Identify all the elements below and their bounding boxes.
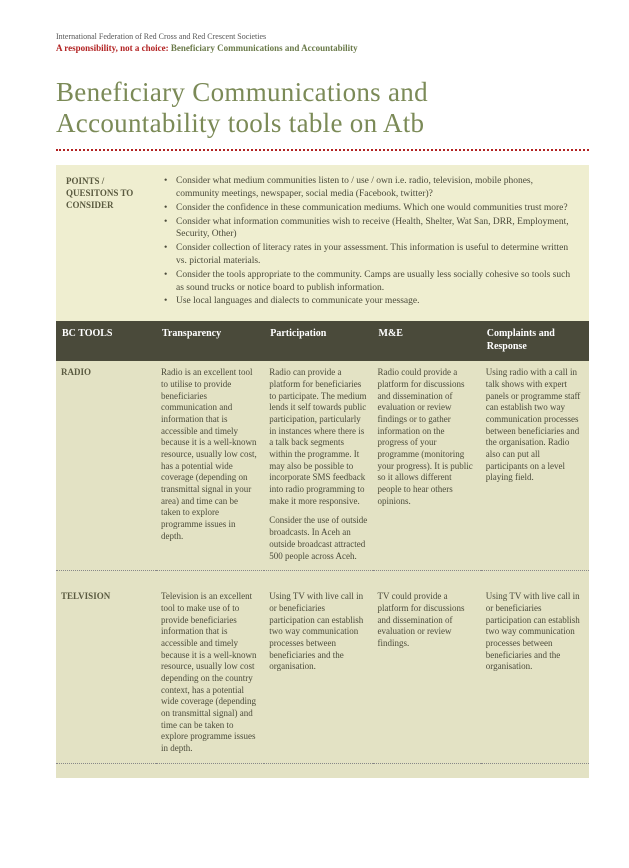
cell-text: Television is an excellent tool to make … — [161, 591, 259, 755]
cell-text: Using TV with live call in or beneficiar… — [486, 591, 584, 673]
cell-radio-me: Radio could provide a platform for discu… — [373, 361, 481, 571]
cell-radio-transparency: Radio is an excellent tool to utilise to… — [156, 361, 264, 571]
row-separator — [56, 763, 589, 778]
cell-text: TV could provide a platform for discussi… — [378, 591, 476, 649]
cell-text: Using radio with a call in talk shows wi… — [486, 367, 584, 484]
cell-text: Radio can provide a platform for benefic… — [269, 367, 367, 507]
col-header-tools: BC TOOLS — [56, 321, 156, 361]
points-item: Consider what medium communities listen … — [164, 175, 577, 201]
cell-tv-me: TV could provide a platform for discussi… — [373, 585, 481, 763]
cell-tv-participation: Using TV with live call in or beneficiar… — [264, 585, 372, 763]
points-item: Consider what information communities wi… — [164, 216, 577, 242]
col-header-me: M&E — [373, 321, 481, 361]
cell-radio-complaints: Using radio with a call in talk shows wi… — [481, 361, 589, 571]
col-header-transparency: Transparency — [156, 321, 264, 361]
row-label-television: TELVISION — [56, 585, 156, 763]
cell-radio-participation: Radio can provide a platform for benefic… — [264, 361, 372, 571]
page-title: Beneficiary Communications and Accountab… — [56, 77, 589, 139]
tagline-part-b: Beneficiary Communications and Accountab… — [169, 43, 358, 53]
cell-text: Using TV with live call in or beneficiar… — [269, 591, 367, 673]
col-header-participation: Participation — [264, 321, 372, 361]
col-header-complaints: Complaints and Response — [481, 321, 589, 361]
cell-tv-transparency: Television is an excellent tool to make … — [156, 585, 264, 763]
points-item: Use local languages and dialects to comm… — [164, 295, 577, 308]
bc-tools-table: BC TOOLS Transparency Participation M&E … — [56, 321, 589, 778]
cell-text: Radio is an excellent tool to utilise to… — [161, 367, 259, 542]
org-name: International Federation of Red Cross an… — [56, 32, 589, 41]
cell-text: Radio could provide a platform for discu… — [378, 367, 476, 507]
points-list: Consider what medium communities listen … — [164, 175, 577, 309]
title-divider — [56, 149, 589, 151]
cell-tv-complaints: Using TV with live call in or beneficiar… — [481, 585, 589, 763]
table-row: TELVISION Television is an excellent too… — [56, 585, 589, 763]
points-item: Consider the tools appropriate to the co… — [164, 269, 577, 295]
table-header-row: BC TOOLS Transparency Participation M&E … — [56, 321, 589, 361]
points-to-consider: POINTS / QUESITONS TO CONSIDER Consider … — [56, 165, 589, 321]
table-row: RADIO Radio is an excellent tool to util… — [56, 361, 589, 571]
points-item: Consider the confidence in these communi… — [164, 202, 577, 215]
points-item: Consider collection of literacy rates in… — [164, 242, 577, 268]
row-label-radio: RADIO — [56, 361, 156, 571]
tagline-part-a: A responsibility, not a choice: — [56, 43, 169, 53]
points-label: POINTS / QUESITONS TO CONSIDER — [66, 175, 164, 309]
row-separator — [56, 571, 589, 586]
tagline: A responsibility, not a choice: Benefici… — [56, 43, 589, 53]
cell-text: Consider the use of outside broadcasts. … — [269, 515, 367, 562]
